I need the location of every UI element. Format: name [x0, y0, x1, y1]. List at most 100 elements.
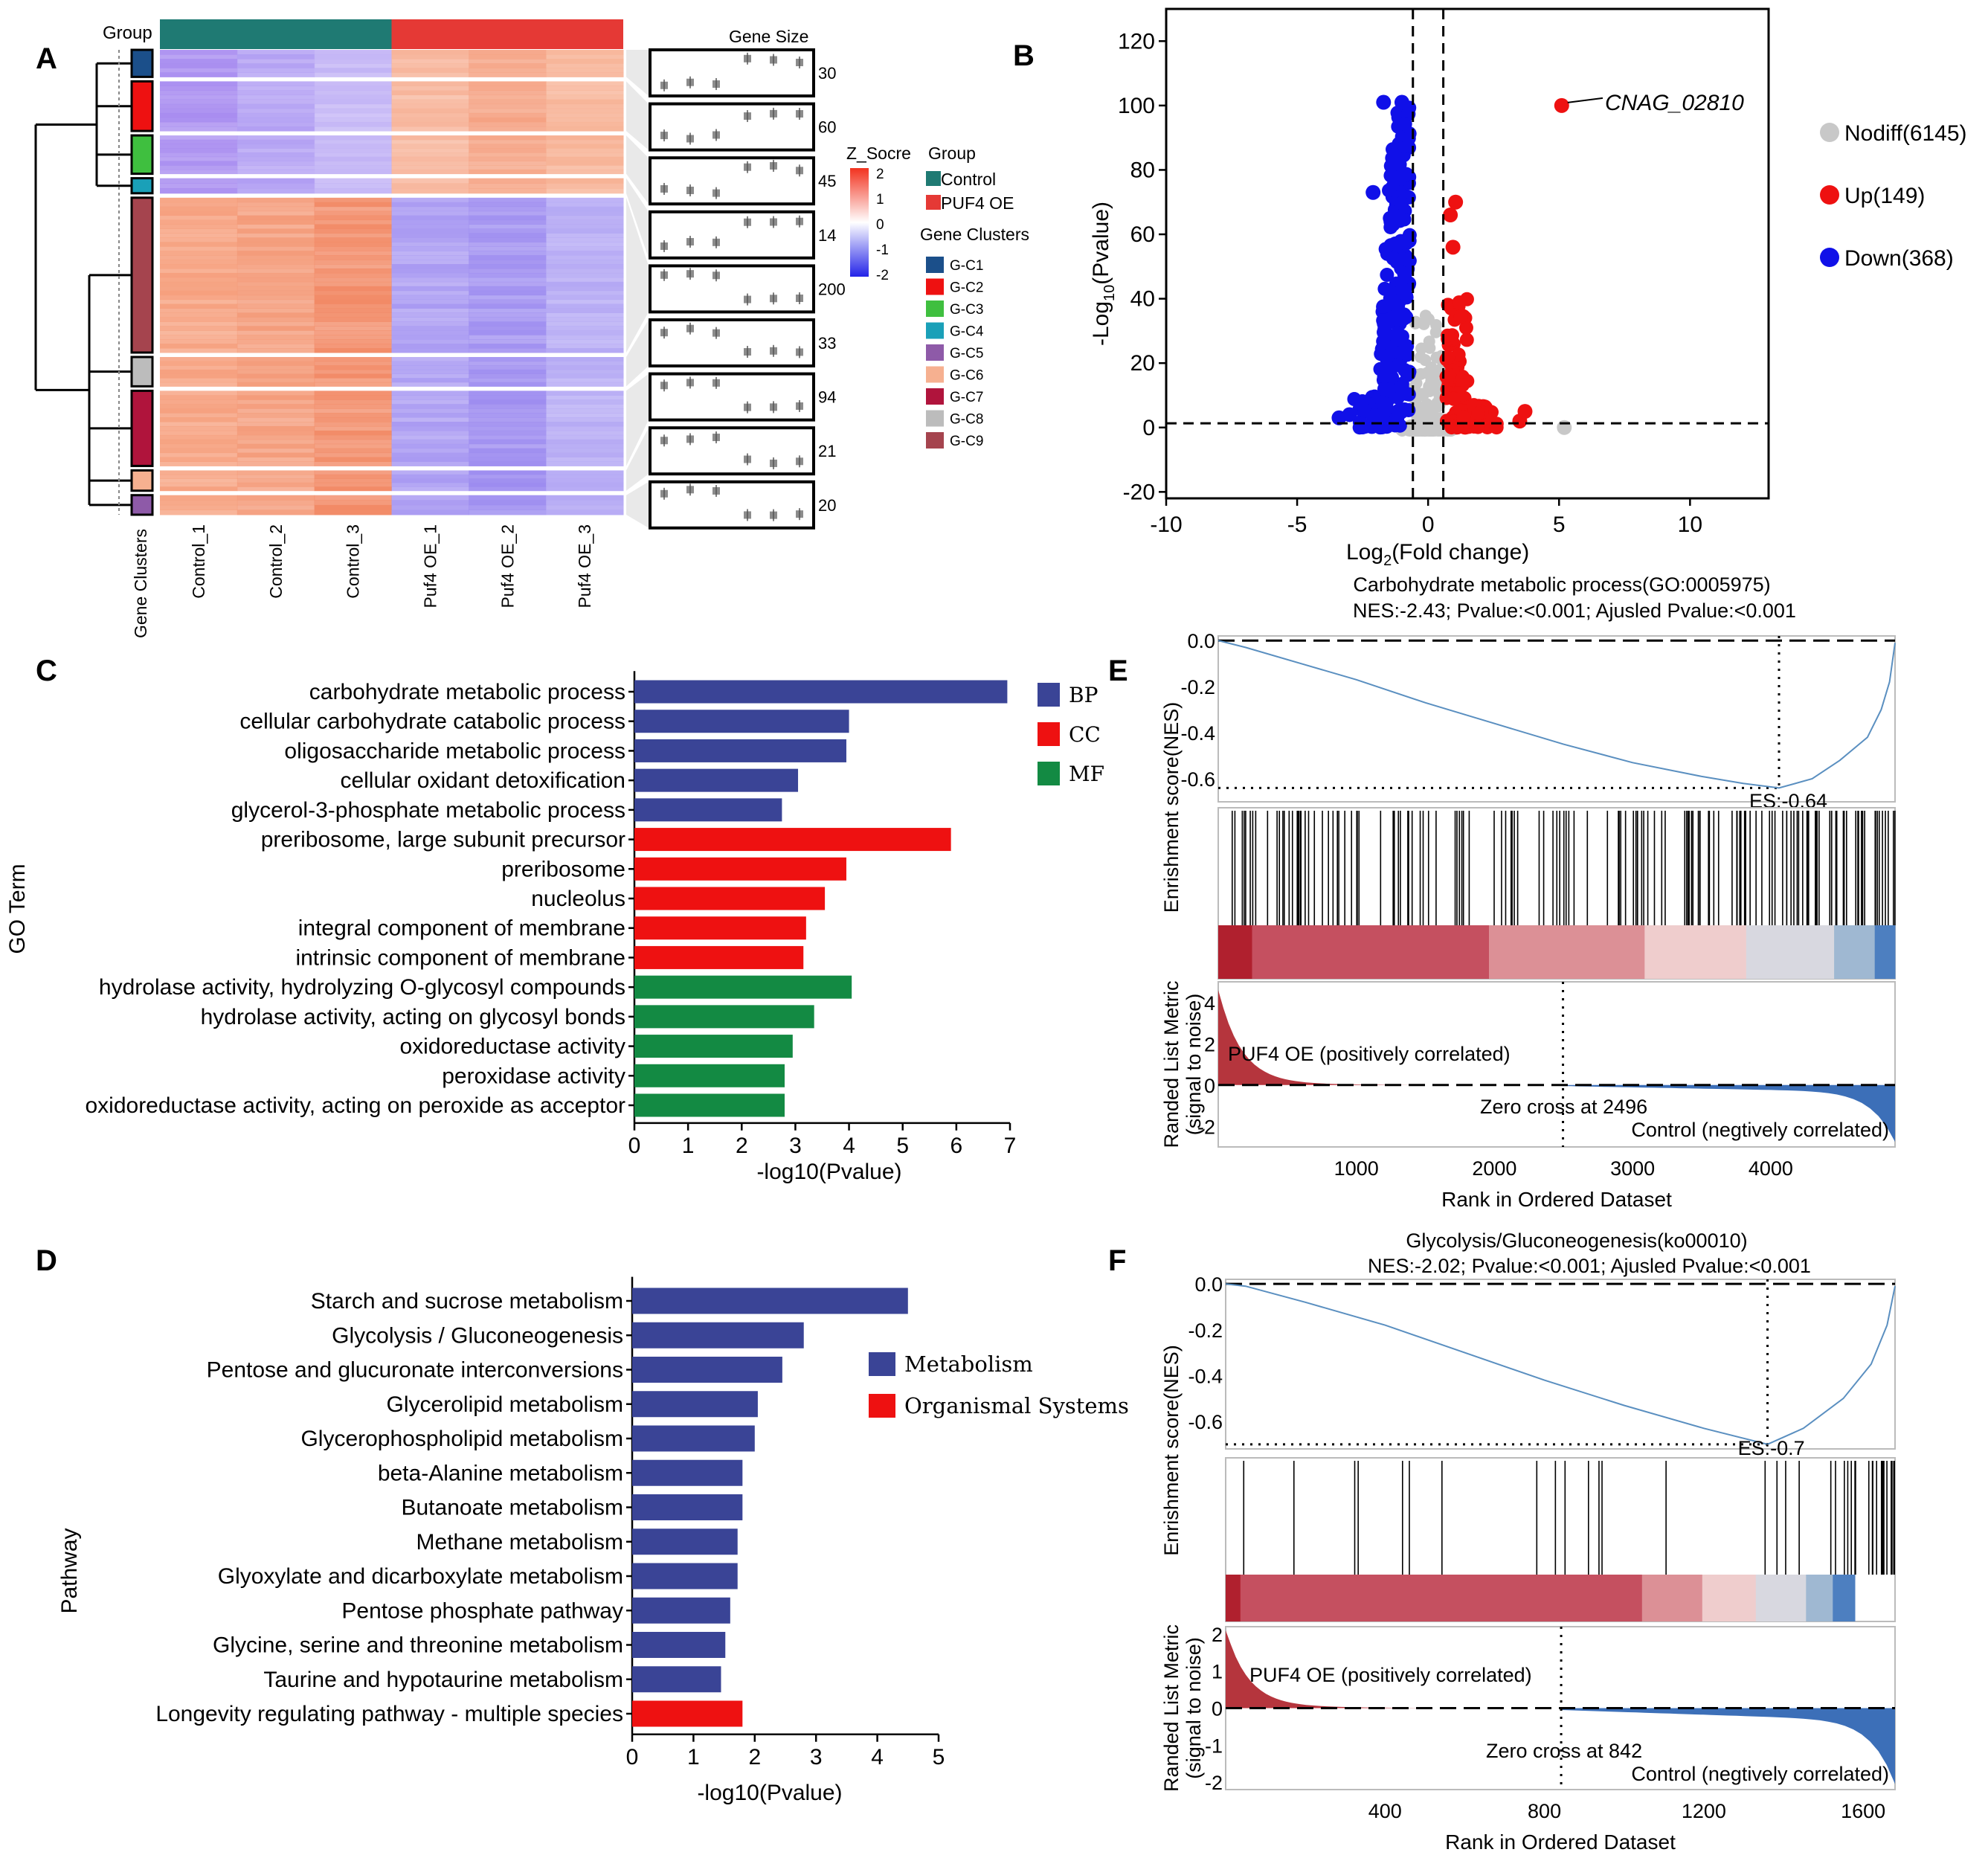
- heatmap-cell: [391, 178, 469, 184]
- bar-category-label: peroxidase activity: [442, 1064, 625, 1088]
- gsea-metric-positive: [1218, 990, 1563, 1085]
- cluster-legend-label: G-C6: [950, 368, 983, 384]
- volcano-point-down: [1397, 270, 1412, 285]
- volcano-point-up: [1459, 332, 1474, 347]
- heatmap-cell: [546, 478, 624, 483]
- gsea-x-tick-label: 800: [1528, 1800, 1561, 1822]
- heatmap-cell: [469, 277, 547, 283]
- heatmap-cell: [391, 365, 469, 370]
- volcano-point-down: [1375, 410, 1390, 425]
- bar-category-label: oxidoreductase activity, acting on perox…: [85, 1093, 625, 1118]
- heatmap-cell: [391, 504, 469, 510]
- heatmap-cell: [546, 260, 624, 265]
- heatmap-cell: [546, 365, 624, 370]
- bar: [632, 1288, 908, 1314]
- heatmap-cell: [314, 422, 392, 427]
- heatmap-cell: [391, 144, 469, 149]
- trend-box: [649, 156, 815, 206]
- volcano-y-tick-label: 100: [1118, 94, 1155, 118]
- heatmap-cell: [391, 495, 469, 501]
- heatmap-cell: [469, 210, 547, 216]
- heatmap-cell: [314, 308, 392, 313]
- heatmap-cell: [237, 183, 315, 189]
- gsea-metric-tick-label: -1: [1205, 1735, 1223, 1757]
- trend-box-gene-size: 20: [818, 496, 836, 515]
- volcano-point-up: [1443, 208, 1458, 223]
- heatmap-cell: [391, 422, 469, 427]
- heatmap-cell: [160, 348, 238, 353]
- heatmap-cell: [160, 112, 238, 118]
- heatmap-cell: [314, 509, 392, 515]
- heatmap-cell: [237, 408, 315, 414]
- gsea-x-tick-label: 1200: [1682, 1800, 1726, 1822]
- heatmap-cell: [237, 509, 315, 515]
- heatmap-cell: [314, 103, 392, 109]
- volcano-point-up: [1471, 406, 1486, 421]
- gsea-es-tick-label: -0.6: [1180, 768, 1215, 791]
- gsea-es-curve: [1225, 1283, 1896, 1445]
- heatmap-cell: [160, 260, 238, 265]
- heatmap-cell: [314, 390, 392, 396]
- bar-category-label: Methane metabolism: [416, 1530, 623, 1555]
- panel-label-b: B: [1013, 39, 1035, 72]
- panel-label-f: F: [1108, 1244, 1126, 1277]
- heatmap-cell: [391, 54, 469, 60]
- heatmap-cell: [546, 99, 624, 105]
- heatmap-cell: [237, 228, 315, 234]
- heatmap-cell: [546, 330, 624, 335]
- heatmap-cell: [469, 272, 547, 278]
- gsea-es-tick-label: -0.6: [1188, 1411, 1223, 1433]
- cluster-legend-label: G-C7: [950, 390, 983, 405]
- heatmap-cell: [469, 260, 547, 265]
- bar-category-label: preribosome: [501, 857, 625, 881]
- bar-category-label: oligosaccharide metabolic process: [284, 739, 625, 763]
- heatmap-cell: [391, 103, 469, 109]
- heatmap-cell: [391, 390, 469, 396]
- bar-category-label: Glycerophospholipid metabolism: [300, 1427, 623, 1451]
- heatmap-cell: [160, 103, 238, 109]
- heatmap-cell: [546, 312, 624, 318]
- heatmap-cell: [469, 148, 547, 153]
- volcano-point-down: [1394, 94, 1409, 110]
- gsea-negative-label: Control (negtively correlated): [1631, 1119, 1889, 1141]
- heatmap-cell: [160, 404, 238, 409]
- heatmap-cell: [314, 224, 392, 229]
- heatmap-cell: [160, 228, 238, 234]
- heatmap-cell: [546, 382, 624, 387]
- cluster-bar-g-c1: [130, 48, 154, 78]
- heatmap-cell: [237, 224, 315, 229]
- cluster-legend-swatch: [926, 410, 944, 427]
- bar-legend-label: BP: [1069, 683, 1098, 707]
- heatmap-cell: [469, 504, 547, 510]
- heatmap-cell: [314, 108, 392, 114]
- gsea-es-frame: [1217, 635, 1896, 803]
- heatmap-cell: [391, 399, 469, 405]
- heatmap-cell: [160, 272, 238, 278]
- heatmap-cell: [237, 237, 315, 242]
- heatmap-cell: [237, 219, 315, 225]
- heatmap-cell: [391, 156, 469, 161]
- panel-label-c: C: [36, 655, 57, 687]
- heatmap-cell: [546, 504, 624, 510]
- heatmap-cell: [469, 68, 547, 73]
- bar-category-label: cellular carbohydrate catabolic process: [239, 710, 625, 734]
- heatmap-cell: [546, 430, 624, 436]
- zscore-colorbar: [850, 168, 869, 277]
- volcano-point-down: [1399, 309, 1414, 324]
- bar-x-tick-label: 5: [896, 1134, 909, 1158]
- trend-box: [649, 210, 815, 260]
- trend-connector: [626, 81, 649, 150]
- heatmap-cell: [546, 81, 624, 86]
- heatmap-cell: [160, 395, 238, 400]
- gsea-f-plot: 0.0 -0.2 -0.4 -0.6 ES:-0.7 Enrishment score(N…: [1160, 1273, 1896, 1854]
- heatmap-cell: [469, 108, 547, 114]
- heatmap-cell: [160, 242, 238, 247]
- panel-label-a: A: [36, 42, 57, 75]
- heatmap-cell: [237, 197, 315, 203]
- heatmap-cell: [469, 165, 547, 170]
- volcano-x-tick-label: 5: [1553, 512, 1566, 537]
- heatmap-cell: [546, 210, 624, 216]
- heatmap-cell: [546, 117, 624, 123]
- heatmap-cell: [546, 303, 624, 309]
- volcano-x-tick-label: -10: [1150, 512, 1182, 537]
